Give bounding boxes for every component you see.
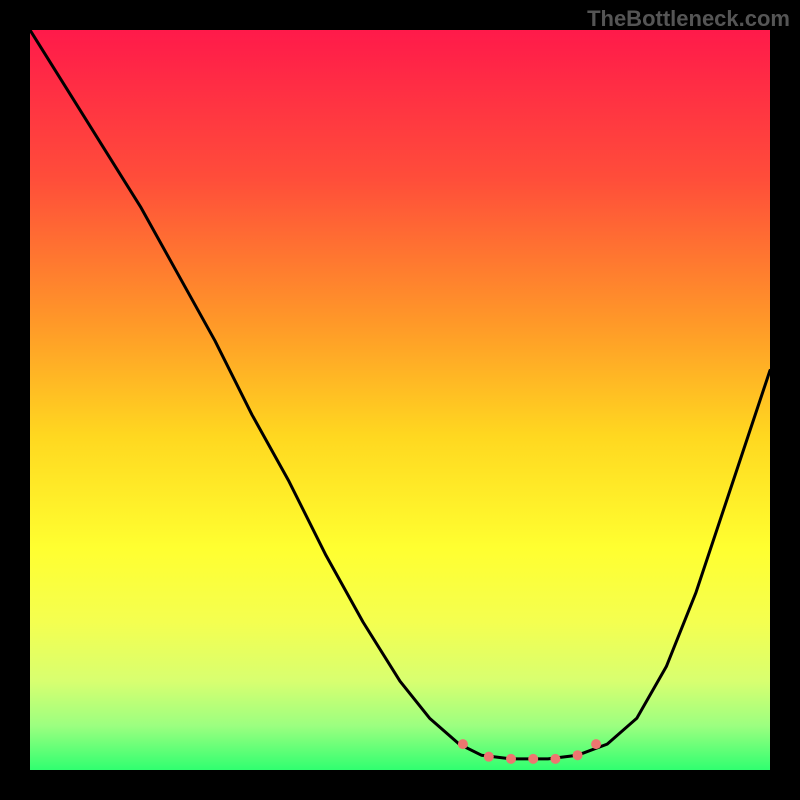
curve-marker <box>484 752 494 762</box>
marker-group <box>458 739 601 764</box>
curve-marker <box>550 754 560 764</box>
curve-marker <box>591 739 601 749</box>
curve-marker <box>573 750 583 760</box>
curve-marker <box>458 739 468 749</box>
watermark-text: TheBottleneck.com <box>587 6 790 32</box>
curve-layer <box>30 30 770 770</box>
curve-marker <box>506 754 516 764</box>
bottleneck-curve <box>30 30 770 759</box>
plot-area <box>30 30 770 770</box>
curve-marker <box>528 754 538 764</box>
